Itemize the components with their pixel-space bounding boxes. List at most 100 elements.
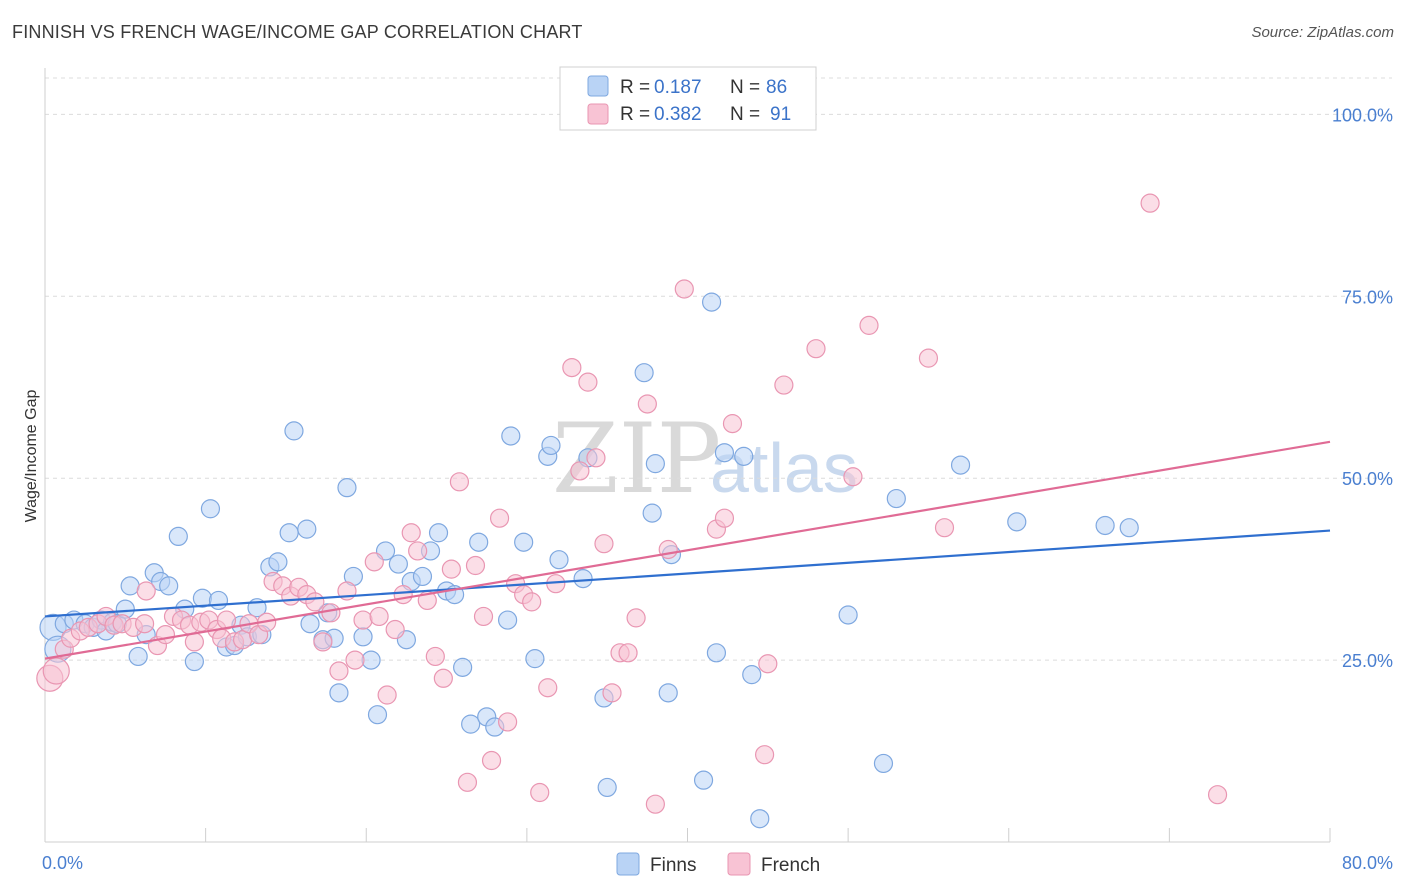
point-french	[498, 712, 518, 732]
point-french	[859, 315, 879, 335]
point-french	[353, 610, 373, 630]
point-french	[232, 630, 253, 650]
point-finns	[838, 605, 858, 625]
point-french	[806, 339, 826, 359]
point-french	[481, 750, 502, 771]
trend-line-french	[44, 440, 1331, 660]
point-french	[155, 625, 176, 645]
y-tick-label: 75.0%	[1342, 287, 1393, 307]
point-french	[473, 606, 494, 627]
point-french	[658, 539, 678, 560]
point-finns	[701, 292, 722, 312]
point-finns	[573, 569, 593, 589]
point-french	[433, 668, 453, 688]
point-french	[570, 461, 590, 481]
point-french	[364, 552, 384, 572]
axes: 25.0% 50.0% 75.0% 100.0% 0.0% 80.0%	[42, 68, 1393, 873]
point-french	[637, 394, 657, 414]
point-finns	[714, 443, 735, 463]
y-axis-title: Wage/Income Gap	[23, 390, 40, 523]
point-french	[489, 508, 510, 528]
point-french	[385, 619, 405, 640]
legend-swatch-french	[587, 103, 609, 125]
point-french	[408, 541, 428, 561]
point-finns	[1119, 518, 1139, 538]
point-finns	[469, 532, 489, 552]
bottom-legend-label-french: French	[761, 855, 820, 876]
point-finns	[337, 478, 357, 498]
legend-r-label-french: R =	[620, 104, 650, 125]
point-finns	[184, 651, 204, 672]
point-french	[136, 581, 156, 601]
y-tick-label: 100.0%	[1332, 105, 1393, 125]
point-french	[369, 606, 389, 627]
legend-n-label-finns: N =	[730, 77, 760, 98]
point-finns	[642, 503, 662, 523]
point-french	[393, 585, 413, 605]
point-french	[774, 375, 794, 395]
point-french	[313, 632, 333, 652]
point-finns	[706, 643, 727, 663]
point-finns	[645, 454, 665, 474]
point-finns	[597, 777, 617, 798]
point-finns	[501, 426, 521, 446]
point-finns	[1095, 515, 1115, 536]
point-finns	[734, 446, 754, 466]
point-french	[401, 523, 421, 543]
point-finns	[525, 649, 545, 669]
x-tick-label: 0.0%	[42, 853, 83, 873]
point-french	[714, 508, 735, 528]
point-finns	[367, 705, 388, 725]
grid	[45, 77, 1392, 661]
watermark-atlas: atlas	[710, 429, 858, 507]
bottom-legend-label-finns: Finns	[650, 855, 696, 876]
point-french	[578, 372, 598, 392]
legend-n-value-french: 91	[770, 104, 791, 125]
point-french	[329, 661, 349, 681]
point-french	[449, 472, 470, 492]
point-finns	[168, 526, 188, 547]
legend-r-value-finns: 0.187	[654, 77, 702, 98]
point-french	[538, 678, 558, 698]
point-finns	[329, 683, 349, 703]
legend-n-value-finns: 86	[766, 77, 787, 98]
trend-line-finns	[44, 529, 1331, 618]
legend-n-label-french: N =	[730, 104, 760, 125]
point-finns	[634, 363, 654, 383]
point-finns	[412, 566, 433, 587]
point-french	[321, 603, 341, 623]
point-finns	[159, 576, 179, 596]
point-french	[522, 592, 542, 612]
point-finns	[268, 552, 288, 572]
point-french	[1140, 193, 1160, 213]
point-french	[722, 414, 743, 434]
point-french	[758, 654, 778, 674]
bottom-legend: Finns French	[616, 852, 820, 876]
point-finns	[742, 665, 762, 685]
point-french	[843, 467, 863, 487]
bottom-legend-swatch-finns	[616, 852, 640, 876]
point-finns	[541, 435, 561, 456]
point-french	[134, 614, 155, 634]
point-finns	[120, 576, 140, 596]
point-finns	[388, 554, 408, 574]
point-finns	[514, 532, 534, 552]
point-french	[42, 657, 70, 685]
point-french	[562, 357, 582, 378]
point-french	[465, 555, 486, 576]
point-finns	[279, 523, 299, 543]
point-french	[618, 643, 638, 663]
point-french	[626, 608, 646, 628]
point-french	[586, 448, 606, 468]
legend-r-label-finns: R =	[620, 77, 650, 98]
point-french	[645, 794, 665, 814]
point-french	[918, 348, 939, 368]
legend: R = 0.187 N = 86 R = 0.382 N = 91	[559, 66, 817, 131]
point-finns	[950, 455, 971, 475]
trend-lines	[44, 440, 1331, 660]
point-finns	[873, 753, 894, 774]
point-finns	[750, 809, 770, 829]
bottom-legend-swatch-french	[727, 852, 751, 876]
point-french	[377, 685, 397, 705]
